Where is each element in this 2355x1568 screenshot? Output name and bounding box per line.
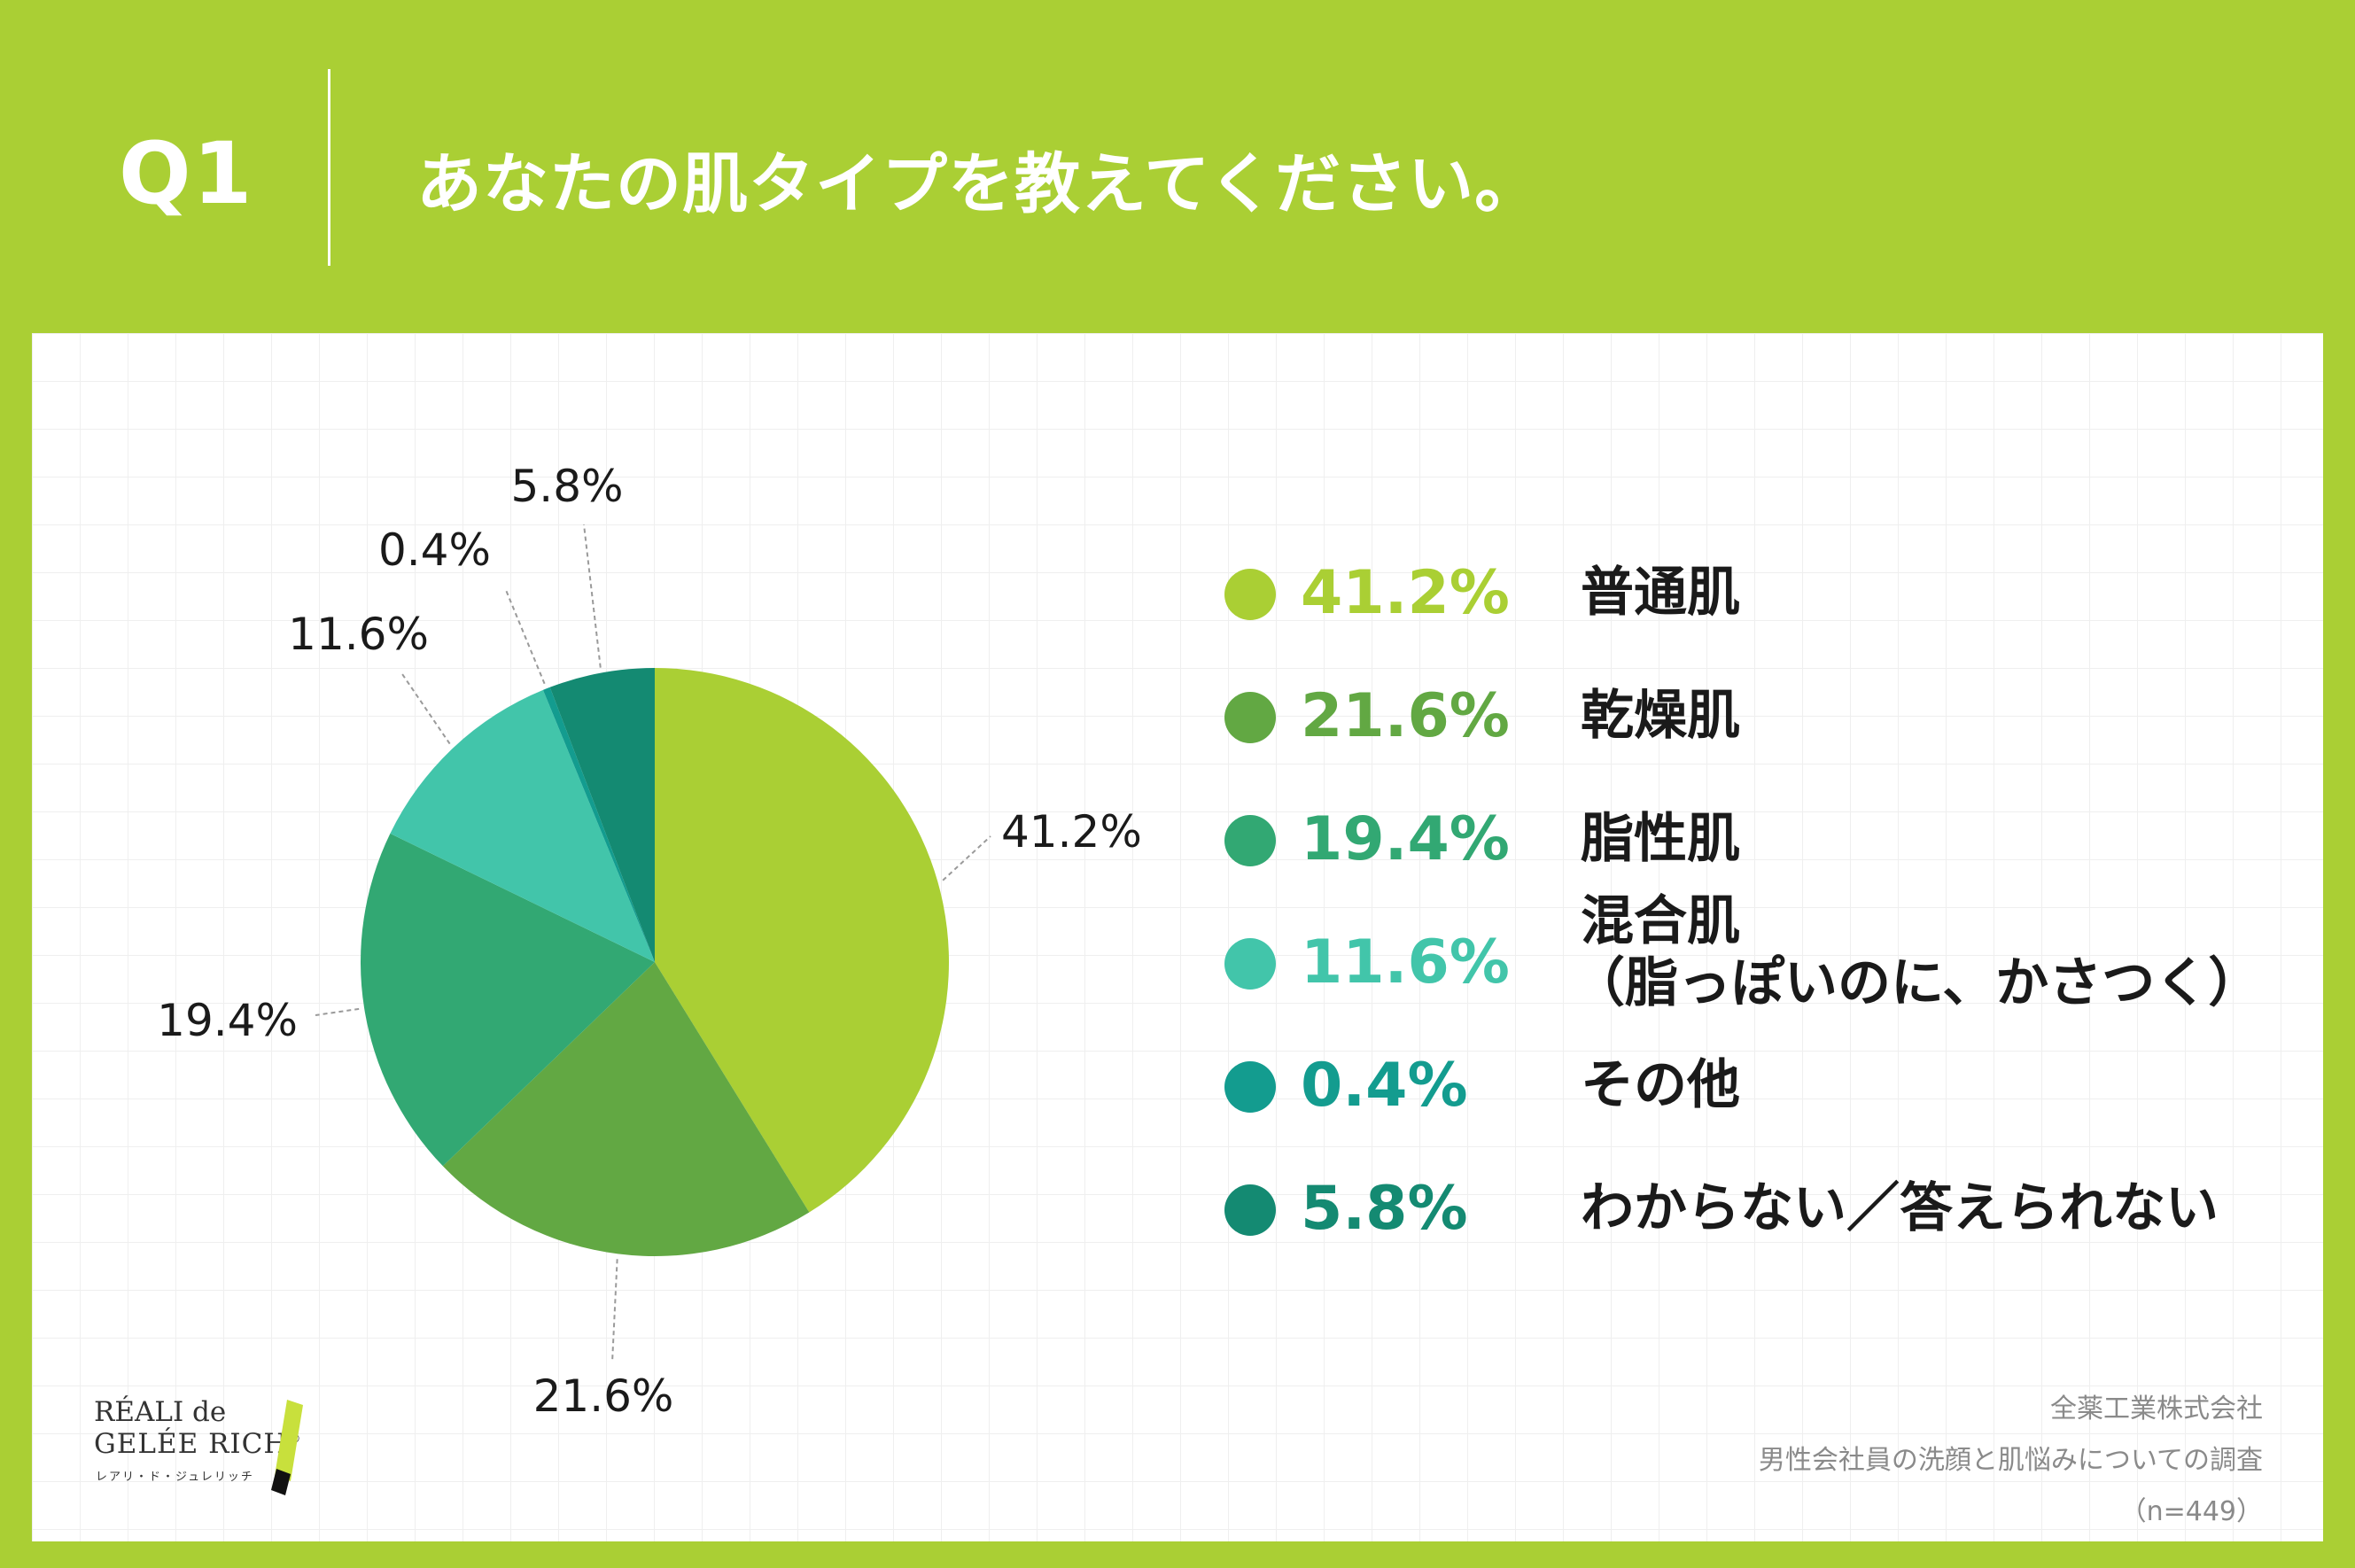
legend-label: 脂性肌: [1581, 808, 1740, 870]
leader-line-other: [505, 589, 546, 685]
source-note: 全薬工業株式会社 男性会社員の洗顔と肌悩みについての調査 （n=449）: [1759, 1384, 2263, 1538]
brand-kana: レアリ・ド・ジュレリッチ: [96, 1471, 254, 1484]
leader-line-normal: [942, 835, 991, 881]
legend-dot: [1224, 692, 1276, 743]
chart-panel: 41.2% 21.6% 19.4% 11.6% 0.4% 5.8% 41.2% 普通肌 2…: [32, 333, 2323, 1541]
legend-dot: [1224, 815, 1276, 866]
leader-line-oily: [315, 1007, 360, 1016]
leader-line-dry: [611, 1259, 618, 1363]
data-label-oily: 19.4%: [157, 995, 298, 1046]
source-sample: （n=449）: [2119, 1496, 2263, 1527]
pie-slice-combination: [390, 689, 655, 962]
leader-line-unknown: [583, 524, 602, 668]
legend-dot: [1224, 938, 1276, 990]
data-label-normal: 41.2%: [1001, 806, 1142, 858]
legend-percent: 19.4%: [1301, 804, 1510, 874]
legend-percent: 21.6%: [1301, 681, 1510, 751]
data-label-dry: 21.6%: [533, 1370, 674, 1422]
leader-line-combination: [400, 671, 451, 745]
legend-dot: [1224, 1184, 1276, 1236]
pie-slice-dry: [442, 962, 810, 1256]
brand-logo: RÉALI de GELÉE RICH® レアリ・ド・ジュレリッチ: [94, 1396, 360, 1502]
data-label-other: 0.4%: [378, 524, 491, 576]
source-survey: 男性会社員の洗顔と肌悩みについての調査: [1758, 1445, 2263, 1476]
pie-slice-unknown: [549, 668, 655, 962]
data-label-combination: 11.6%: [288, 609, 429, 660]
legend-label: わからない／答えられない: [1581, 1177, 2219, 1239]
pie-slice-normal: [655, 668, 949, 1213]
legend-label: 乾燥肌: [1581, 685, 1740, 747]
pie-chart: 41.2% 21.6% 19.4% 11.6% 0.4% 5.8%: [157, 461, 1142, 1422]
header: Q1 あなたの肌タイプを教えてください。: [0, 0, 2355, 333]
legend-percent: 0.4%: [1301, 1051, 1468, 1121]
legend-dot: [1224, 1061, 1276, 1113]
legend-label-main: 混合肌: [1581, 890, 1740, 952]
legend-dot: [1224, 569, 1276, 620]
source-company: 全薬工業株式会社: [2050, 1393, 2263, 1424]
legend-percent: 41.2%: [1301, 558, 1510, 628]
question-title: あなたの肌タイプを教えてください。: [416, 146, 1542, 222]
brand-name-line2-text: GELÉE RICH: [94, 1428, 289, 1460]
legend-label: 普通肌: [1581, 562, 1740, 624]
legend-label-sub: （脂っぽいのに、かさつく）: [1572, 952, 2262, 1014]
data-label-unknown: 5.8%: [510, 461, 623, 512]
legend-percent: 5.8%: [1301, 1174, 1468, 1244]
brand-mark-icon: [271, 1400, 303, 1495]
pie-slice-oily: [360, 833, 655, 1167]
legend-label: その他: [1581, 1054, 1740, 1116]
header-divider: [328, 69, 330, 266]
pie-slice-other: [542, 687, 655, 962]
brand-name-line1: RÉALI de: [94, 1396, 227, 1428]
legend-label: 混合肌 （脂っぽいのに、かさつく）: [1572, 890, 2261, 1014]
question-number: Q1: [119, 124, 254, 223]
legend-percent: 11.6%: [1301, 928, 1510, 997]
